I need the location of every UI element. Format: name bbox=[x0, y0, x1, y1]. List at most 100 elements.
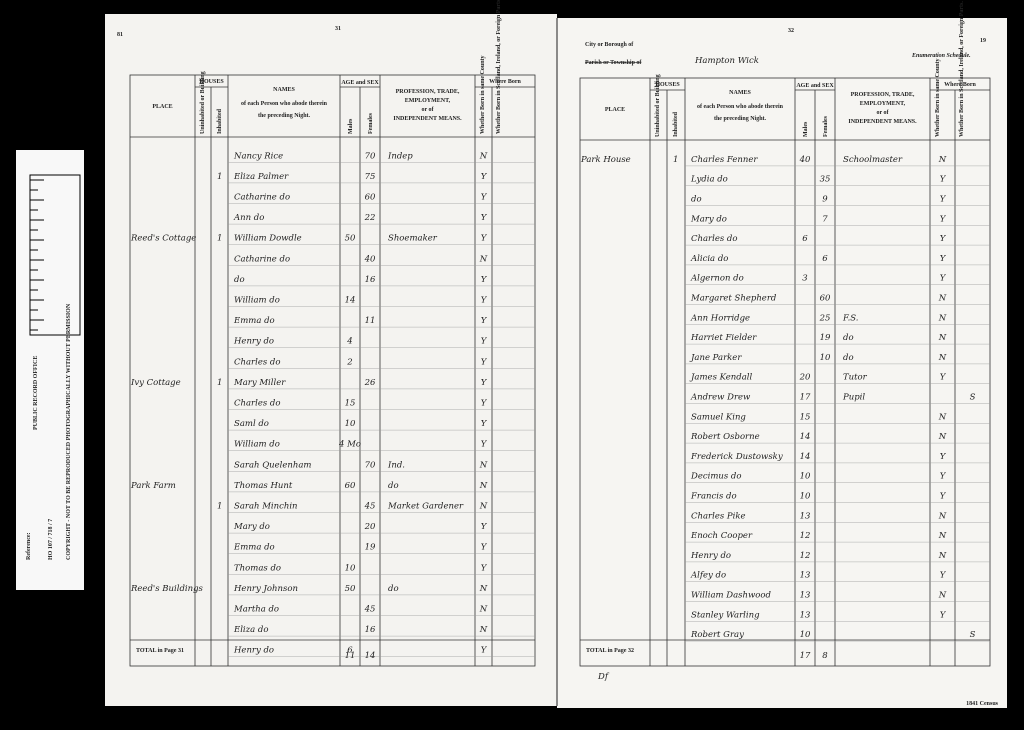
age-male: 10 bbox=[800, 630, 811, 640]
born-county: Y bbox=[940, 492, 947, 502]
name: Thomas do bbox=[234, 563, 281, 573]
left-page bbox=[105, 14, 557, 706]
age-male: 14 bbox=[345, 296, 356, 306]
name: Sarah Minchin bbox=[234, 502, 298, 512]
name: Jane Parker bbox=[689, 353, 742, 363]
name: do bbox=[234, 275, 245, 285]
born-county: N bbox=[479, 605, 488, 615]
name: Harriet Fielder bbox=[690, 333, 757, 343]
born-county: Y bbox=[940, 571, 947, 581]
name: Ann Horridge bbox=[690, 313, 750, 323]
age-female: 70 bbox=[365, 460, 376, 470]
born-county: Y bbox=[481, 193, 488, 203]
profession: Pupil bbox=[842, 393, 865, 403]
born-county: Y bbox=[481, 316, 488, 326]
born-county: Y bbox=[940, 195, 947, 205]
age-female: 60 bbox=[820, 294, 831, 304]
ref-label: Reference: bbox=[26, 532, 32, 560]
born-county: N bbox=[479, 151, 488, 161]
header-houses: HOUSES bbox=[199, 79, 224, 85]
born-county: Y bbox=[481, 172, 488, 182]
right-page bbox=[557, 18, 1007, 708]
reference-strip bbox=[16, 150, 84, 590]
total-label: TOTAL in Page 31 bbox=[136, 648, 184, 654]
born-county: Y bbox=[481, 522, 488, 532]
name: Charles Pike bbox=[691, 511, 746, 521]
schedule: Enumeration Schedule. bbox=[911, 53, 971, 59]
born-foreign: S bbox=[970, 393, 976, 403]
age-male: 2 bbox=[346, 357, 352, 367]
profession: Shoemaker bbox=[388, 234, 438, 244]
name: Thomas Hunt bbox=[234, 481, 293, 491]
ruler bbox=[29, 174, 81, 336]
age-female: 75 bbox=[365, 172, 376, 182]
born-county: Y bbox=[940, 452, 947, 462]
born-county: Y bbox=[481, 399, 488, 409]
age-male: 10 bbox=[345, 419, 356, 429]
born-county: N bbox=[938, 155, 947, 165]
ref-copyright: COPYRIGHT - NOT TO BE REPRODUCED PHOTOGR… bbox=[66, 303, 72, 560]
parish-label: Parish or Township of bbox=[585, 60, 642, 66]
born-county: Y bbox=[481, 543, 488, 553]
header-profession: or of bbox=[876, 110, 889, 116]
age-male: 10 bbox=[800, 492, 811, 502]
age-female: 6 bbox=[822, 254, 828, 264]
age-male: 6 bbox=[802, 234, 808, 244]
header-where-born: Where Born bbox=[944, 82, 976, 88]
age-female: 16 bbox=[365, 625, 376, 635]
born-county: Y bbox=[940, 175, 947, 185]
name: Emma do bbox=[233, 316, 275, 326]
age-female: 20 bbox=[364, 522, 376, 532]
total-male: 11 bbox=[345, 651, 356, 661]
age-male: 17 bbox=[800, 393, 811, 403]
age-female: 45 bbox=[364, 502, 376, 512]
header-profession: PROFESSION, TRADE, bbox=[396, 89, 460, 95]
age-male: 13 bbox=[800, 610, 811, 620]
age-female: 70 bbox=[365, 151, 376, 161]
profession: Market Gardener bbox=[387, 502, 464, 512]
name: Mary do bbox=[233, 522, 270, 532]
born-county: N bbox=[938, 432, 947, 442]
header-where-born: Where Born bbox=[489, 79, 521, 85]
age-female: 25 bbox=[819, 313, 831, 323]
age-male: 12 bbox=[800, 551, 811, 561]
name: Nancy Rice bbox=[233, 151, 283, 161]
age-female: 60 bbox=[365, 193, 376, 203]
name: Henry Johnson bbox=[233, 584, 298, 594]
name: William Dowdle bbox=[234, 234, 302, 244]
header-profession: PROFESSION, TRADE, bbox=[851, 92, 915, 98]
header-place: PLACE bbox=[152, 104, 172, 110]
name: William do bbox=[234, 440, 280, 450]
age-female: 22 bbox=[364, 213, 376, 223]
born-county: Y bbox=[481, 275, 488, 285]
name: Saml do bbox=[234, 419, 269, 429]
header-foreign: Whether Born in Scotland, Ireland, or Fo… bbox=[959, 1, 965, 137]
header-names-sub: of each Person who abode therein bbox=[241, 101, 328, 107]
header-names-sub: of each Person who abode therein bbox=[697, 104, 784, 110]
folio: 19 bbox=[980, 38, 986, 44]
name: Henry do bbox=[690, 551, 731, 561]
header-male: Males bbox=[803, 121, 809, 137]
name: Robert Osborne bbox=[690, 432, 760, 442]
age-male: 60 bbox=[345, 481, 356, 491]
age-male: 3 bbox=[802, 274, 807, 284]
age-female: 35 bbox=[820, 175, 831, 185]
name: Charles do bbox=[234, 357, 280, 367]
header-profession: INDEPENDENT MEANS. bbox=[848, 119, 917, 125]
ref-office: PUBLIC RECORD OFFICE bbox=[33, 356, 39, 430]
profession: Ind. bbox=[387, 460, 405, 470]
header-female: Females bbox=[823, 115, 829, 137]
place: Park House bbox=[580, 155, 631, 165]
header-profession: EMPLOYMENT, bbox=[860, 101, 906, 107]
born-county: Y bbox=[481, 378, 488, 388]
name: Charles do bbox=[691, 234, 737, 244]
age-female: 45 bbox=[364, 605, 376, 615]
profession: F.S. bbox=[842, 313, 859, 323]
header-inhabited: Inhabited bbox=[217, 108, 223, 134]
born-county: N bbox=[938, 591, 947, 601]
profession: Schoolmaster bbox=[843, 155, 903, 165]
name: Frederick Dustowsky bbox=[690, 452, 783, 462]
born-county: N bbox=[938, 333, 947, 343]
born-county: Y bbox=[940, 610, 947, 620]
